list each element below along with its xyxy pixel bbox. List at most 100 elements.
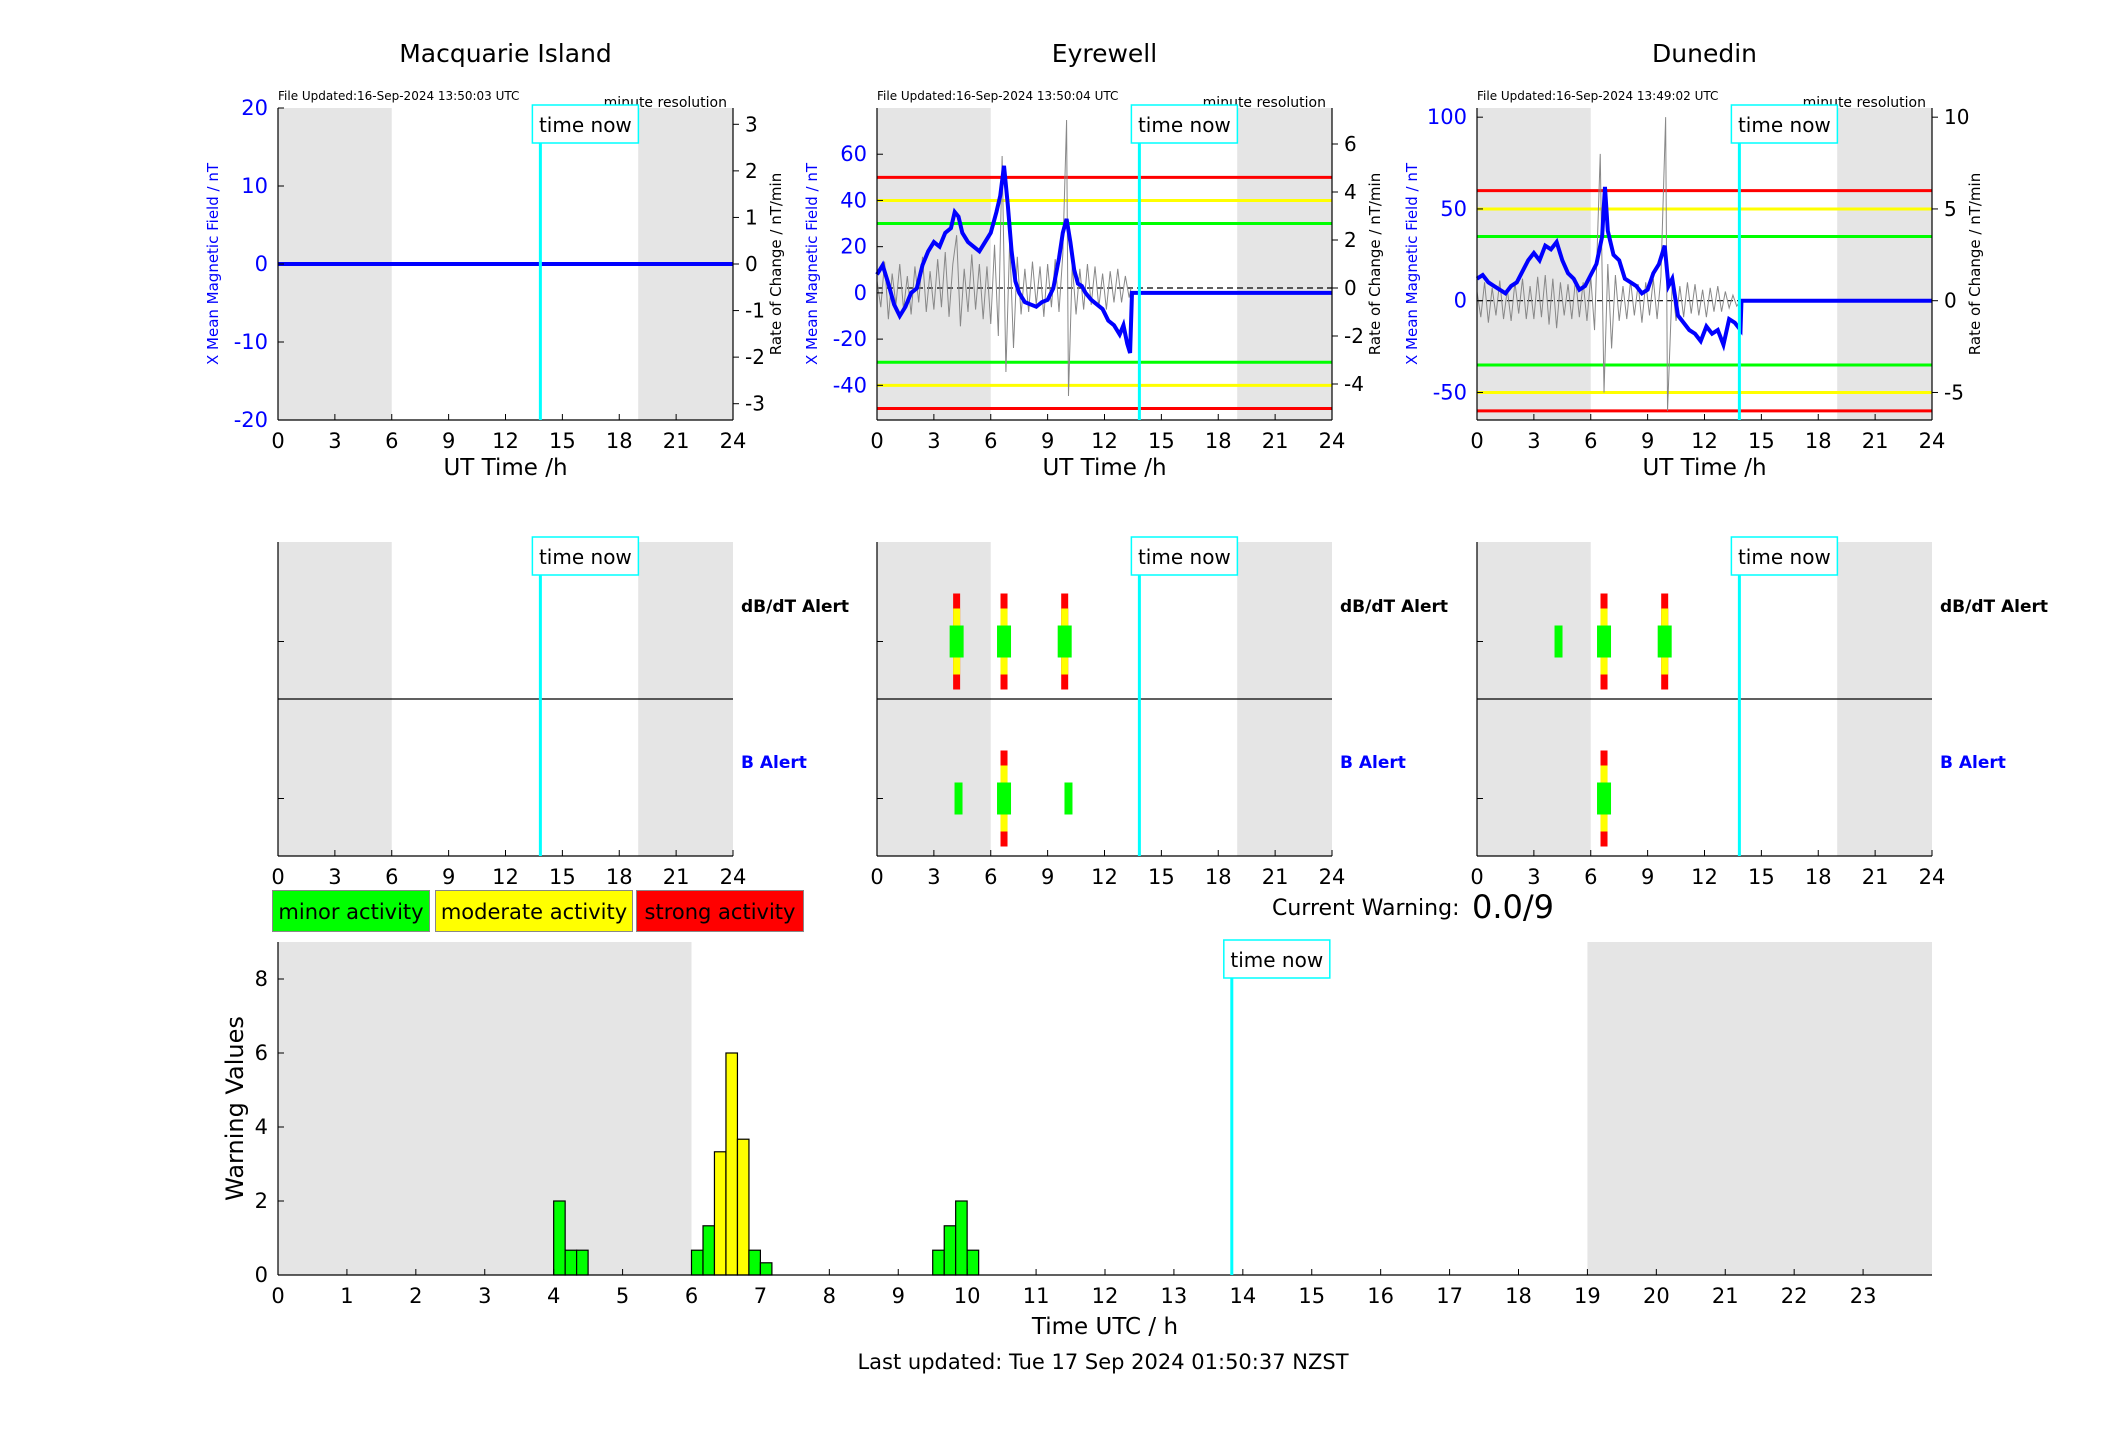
x-tick-label: 0: [870, 429, 883, 453]
warning-bar: [564, 1249, 578, 1276]
alert-marker: [1597, 782, 1612, 815]
x-tick-label: 21: [1262, 429, 1289, 453]
y-right-tick-label: 0: [745, 252, 758, 276]
x-tick-label: 2: [409, 1284, 422, 1308]
y-left-tick-label: 20: [840, 235, 867, 259]
x-tick-label: 15: [1748, 429, 1775, 453]
time-now-label: time now: [1738, 113, 1831, 137]
x-tick-label: 15: [549, 429, 576, 453]
x-tick-label: 15: [1748, 865, 1775, 889]
x-tick-label: 12: [1091, 429, 1118, 453]
x-tick-label: 11: [1023, 1284, 1050, 1308]
alert-marker: [1554, 625, 1563, 658]
warning-bar: [725, 1052, 739, 1276]
x-tick-label: 15: [1148, 865, 1175, 889]
warning-bar: [932, 1249, 945, 1276]
alert-marker: [997, 782, 1012, 815]
warning-bar: [943, 1225, 957, 1276]
x-tick-label: 9: [1641, 865, 1654, 889]
time-now-box: [1730, 104, 1839, 144]
y-tick-label: 0: [255, 1263, 268, 1287]
y-right-tick-label: -4: [1344, 372, 1364, 396]
b-alert-label: B Alert: [741, 753, 807, 773]
x-tick-label: 21: [663, 429, 690, 453]
x-tick-label: 0: [870, 865, 883, 889]
night-shading: [278, 942, 692, 1275]
time-now-label: time now: [539, 545, 632, 569]
y-right-tick-label: 2: [745, 159, 758, 183]
x-tick-label: 12: [492, 429, 519, 453]
y-left-axis-label: X Mean Magnetic Field / nT: [204, 162, 222, 365]
y-right-tick-label: 6: [1344, 132, 1357, 156]
y-right-tick-label: 10: [1944, 105, 1969, 129]
y-right-tick-label: 0: [1944, 289, 1957, 313]
x-tick-label: 0: [271, 1284, 284, 1308]
y-right-tick-label: 0: [1344, 276, 1357, 300]
x-tick-label: 3: [1527, 429, 1540, 453]
x-tick-label: 12: [1091, 865, 1118, 889]
warning-x-axis-label: Time UTC / h: [1031, 1314, 1178, 1340]
y-left-tick-label: 20: [241, 96, 268, 120]
x-tick-label: 9: [442, 865, 455, 889]
x-tick-label: 5: [616, 1284, 629, 1308]
time-now-box: [1130, 536, 1239, 576]
x-tick-label: 18: [1505, 1284, 1532, 1308]
x-tick-label: 6: [1584, 865, 1597, 889]
x-tick-label: 3: [328, 429, 341, 453]
warning-bar: [553, 1200, 566, 1276]
time-now-box: [1730, 536, 1839, 576]
y-right-tick-label: 3: [745, 112, 758, 136]
x-tick-label: 0: [1470, 429, 1483, 453]
legend-strong-activity: strong activity: [636, 890, 804, 932]
warning-bar: [576, 1249, 589, 1276]
x-tick-label: 7: [754, 1284, 767, 1308]
x-tick-label: 3: [1527, 865, 1540, 889]
warning-bar: [736, 1138, 750, 1276]
x-tick-label: 13: [1161, 1284, 1188, 1308]
warning-y-axis-label: Warning Values: [221, 1016, 249, 1201]
warning-bar: [759, 1262, 773, 1276]
time-now-label: time now: [539, 113, 632, 137]
y-right-tick-label: -2: [1344, 324, 1364, 348]
y-right-tick-label: -5: [1944, 380, 1964, 404]
dbdt-alert-label: dB/dT Alert: [1940, 597, 2048, 617]
x-tick-label: 9: [1641, 429, 1654, 453]
y-tick-label: 6: [255, 1041, 268, 1065]
x-tick-label: 14: [1229, 1284, 1256, 1308]
x-tick-label: 18: [1205, 429, 1232, 453]
y-left-tick-label: 60: [840, 142, 867, 166]
y-right-tick-label: -1: [745, 299, 765, 323]
x-tick-label: 12: [1691, 865, 1718, 889]
x-tick-label: 12: [492, 865, 519, 889]
y-left-tick-label: 40: [840, 188, 867, 212]
x-tick-label: 15: [1148, 429, 1175, 453]
y-left-tick-label: 0: [1454, 289, 1467, 313]
legend-minor-activity: minor activity: [272, 890, 430, 932]
y-left-tick-label: 100: [1427, 105, 1467, 129]
x-tick-label: 6: [984, 429, 997, 453]
alert-marker: [1064, 782, 1073, 815]
last-updated-label: Last updated: Tue 17 Sep 2024 01:50:37 N…: [857, 1350, 1348, 1374]
file-updated-label: File Updated:16-Sep-2024 13:49:02 UTC: [1477, 89, 1718, 103]
x-tick-label: 18: [1205, 865, 1232, 889]
x-tick-label: 18: [606, 865, 633, 889]
x-tick-label: 6: [984, 865, 997, 889]
x-tick-label: 12: [1691, 429, 1718, 453]
x-tick-label: 21: [1862, 429, 1889, 453]
x-tick-label: 24: [720, 865, 747, 889]
x-tick-label: 0: [271, 429, 284, 453]
x-axis-label: UT Time /h: [1042, 455, 1166, 481]
y-left-tick-label: -20: [833, 327, 867, 351]
x-tick-label: 21: [1862, 865, 1889, 889]
b-alert-label: B Alert: [1940, 753, 2006, 773]
dbdt-alert-label: dB/dT Alert: [741, 597, 849, 617]
rate-of-change-trace: [876, 119, 1132, 397]
y-right-tick-label: 4: [1344, 180, 1357, 204]
x-tick-label: 24: [1919, 865, 1946, 889]
time-now-label: time now: [1738, 545, 1831, 569]
x-tick-label: 6: [385, 865, 398, 889]
x-tick-label: 21: [1712, 1284, 1739, 1308]
alert-marker: [1057, 625, 1072, 658]
warning-bar: [748, 1249, 761, 1276]
x-tick-label: 0: [1470, 865, 1483, 889]
